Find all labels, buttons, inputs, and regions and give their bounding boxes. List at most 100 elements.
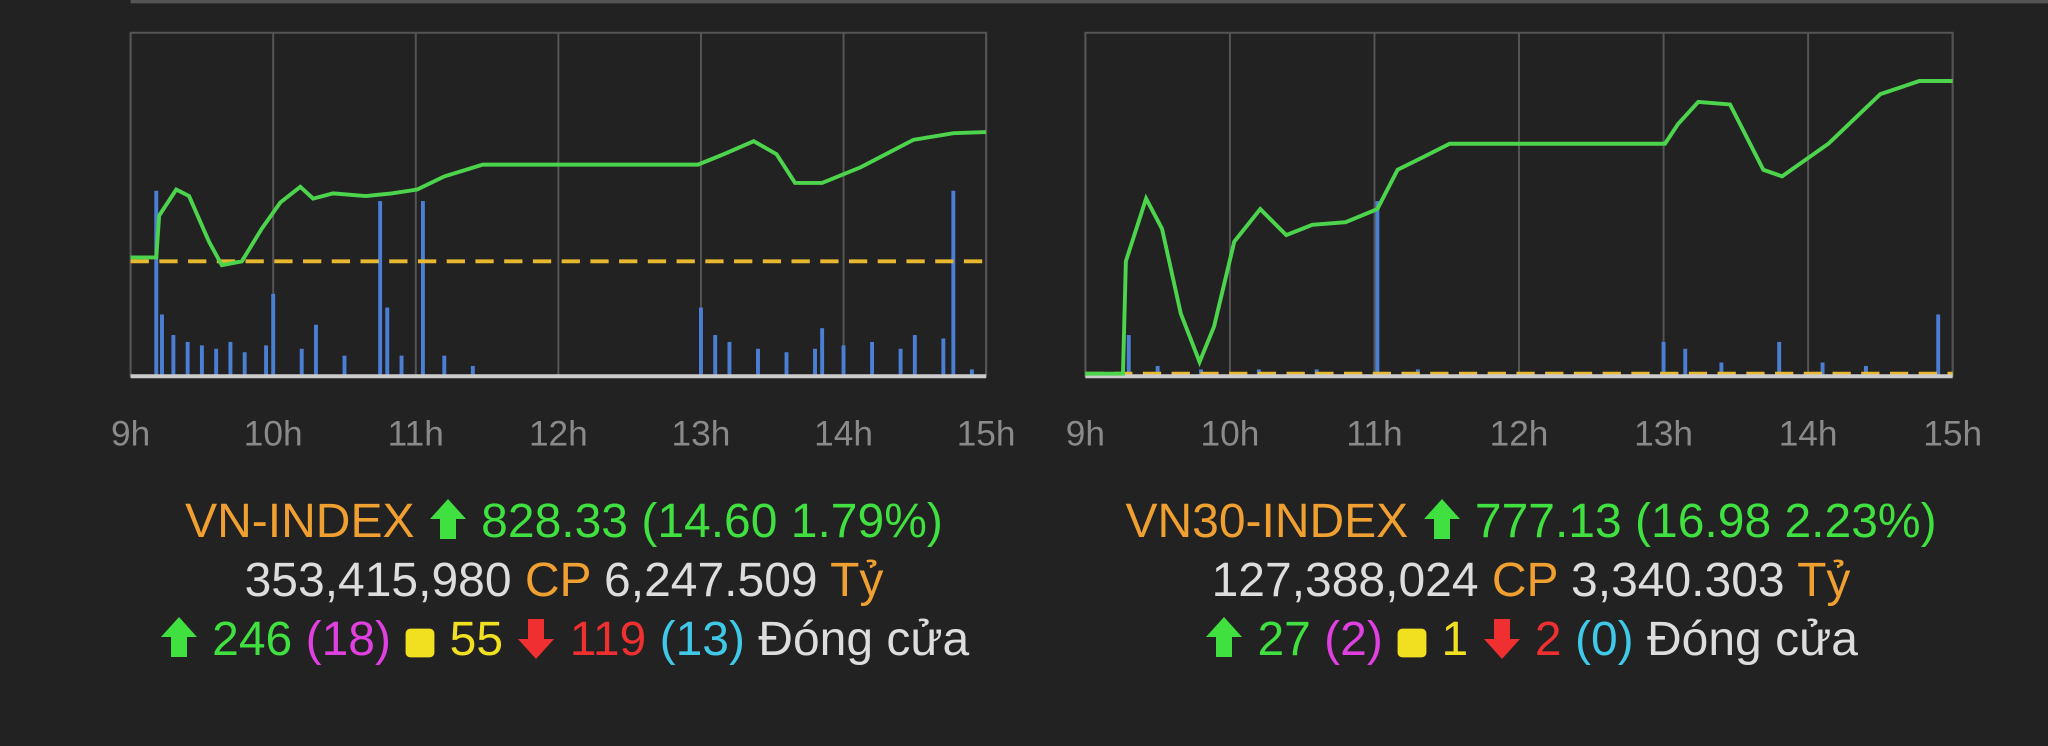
volume-bar [242,352,247,377]
volume-bar [951,190,956,377]
x-tick-label: 12h [529,415,588,454]
volume-bar [299,348,304,377]
volume-line: 127,388,024 CP 3,340.303 Tỷ [1051,551,2011,610]
decliners: 119 [569,613,647,666]
floor-count: (13) [659,613,745,666]
volume-bar [442,355,447,377]
x-tick-label: 13h [672,415,731,454]
volume-bar [1683,348,1688,377]
x-tick-label: 12h [1490,415,1549,454]
x-tick-label: 10h [1201,415,1260,454]
volume-bar [1661,341,1666,377]
index-name: VN30-INDEX [1125,495,1409,548]
volume-bar [314,324,318,377]
volume-bar [171,335,176,377]
flat-square [405,628,435,658]
volume-bar [784,352,789,377]
unchanged: 1 [1441,613,1469,666]
index-line: VN-INDEX 828.33 (14.60 1.79%) [84,492,1044,551]
x-tick-label: 13h [1634,415,1693,454]
advancers: 27 [1257,613,1311,666]
volume-bar [969,369,974,377]
breadth-line: 27 (2) 1 2 (0) Đóng cửa [1051,610,2011,669]
volume-bar [214,348,219,377]
down-arrow [1483,619,1520,659]
index-line [1085,79,1953,376]
status: Đóng cửa [758,613,970,666]
volume-bar [1155,365,1160,377]
x-tick-label: 15h [1923,415,1982,454]
index-change: (14.60 1.79%) [641,495,943,548]
volume-bar [228,341,233,377]
volume-bar [1936,314,1941,377]
volume-bar [713,335,718,377]
volume-bar [1719,362,1724,377]
floor-count: (0) [1574,613,1634,666]
volume-bar [420,201,425,377]
up-arrow [1206,617,1243,657]
turnover-unit: Tỷ [1797,554,1851,607]
volume-bar [870,341,875,377]
advancers: 246 [212,613,293,666]
volume-bar [756,348,760,377]
turnover: 3,340.303 [1571,554,1785,607]
volume-unit: CP [524,554,591,607]
volume-bar [385,307,390,377]
volume: 353,415,980 [244,554,512,607]
volume-bar [813,348,817,377]
volume-bar [342,355,347,377]
turnover-unit: Tỷ [830,554,884,607]
volume-bar [271,293,276,377]
volume-bar [941,338,946,377]
volume-bar [1863,365,1868,377]
volume-bar [378,201,383,377]
index-value: 777.13 [1474,495,1622,548]
x-tick-label: 11h [1346,415,1402,454]
x-tick-label: 14h [1779,415,1838,454]
turnover: 6,247.509 [604,554,818,607]
volume-bar [160,314,164,377]
volume-bar [1375,201,1380,377]
status: Đóng cửa [1646,613,1858,666]
volume-bar [185,341,190,377]
volume: 127,388,024 [1211,554,1479,607]
volume-bar [1126,335,1131,377]
unchanged: 55 [449,613,504,666]
up-arrow [429,499,466,539]
volume-unit: CP [1491,554,1558,607]
index-line: VN30-INDEX 777.13 (16.98 2.23%) [1051,492,2011,551]
volume-bar [898,348,903,377]
index-summary: VN-INDEX 828.33 (14.60 1.79%) 353,415,980… [84,492,1044,669]
x-tick-label: 15h [957,415,1016,454]
flat-square [1397,628,1427,658]
volume-bar [698,307,703,377]
ceiling-count: (18) [305,613,391,666]
x-tick-label: 9h [1066,415,1105,454]
index-change: (16.98 2.23%) [1635,495,1937,548]
breadth-line: 246 (18) 55 119 (13) Đóng cửa [84,610,1044,669]
index-line [130,130,987,268]
volume-bar [727,341,732,377]
volume-bar [820,328,825,377]
volume-bar [1777,341,1782,377]
index-value: 828.33 [481,495,628,548]
x-tick-label: 9h [111,415,150,454]
volume-bar [912,335,917,377]
decliners: 2 [1534,613,1562,666]
volume-bar [470,365,475,377]
up-arrow [1423,499,1460,539]
x-tick-label: 11h [388,415,444,454]
volume-bar [1820,362,1825,377]
up-arrow [160,617,197,657]
down-arrow [518,619,555,659]
x-tick-label: 14h [814,415,873,454]
volume-bar [399,355,404,377]
x-tick-label: 10h [244,415,303,454]
volume-bar [841,345,846,377]
volume-bar [199,345,204,377]
volume-bar [264,345,269,377]
volume-line: 353,415,980 CP 6,247.509 Tỷ [84,551,1044,610]
ceiling-count: (2) [1324,613,1383,666]
